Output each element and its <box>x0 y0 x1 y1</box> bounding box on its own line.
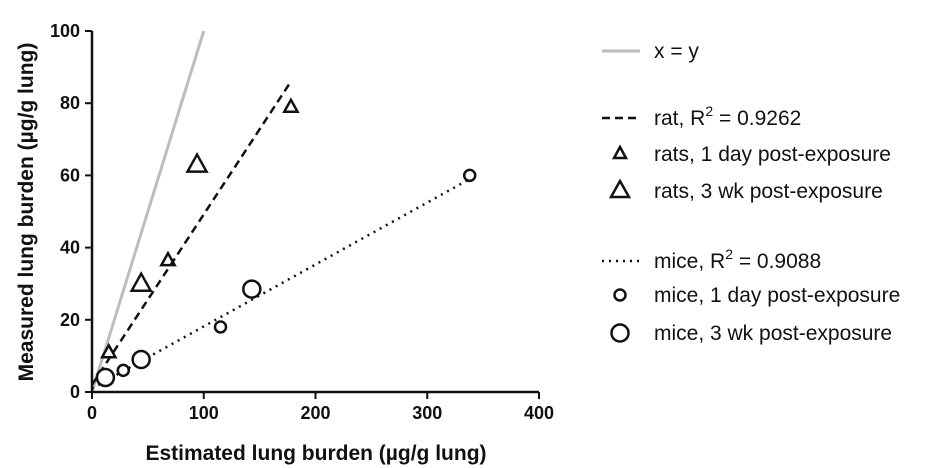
legend-mice-text: mice, R <box>654 250 725 273</box>
series-line-xy <box>90 30 206 393</box>
axes: 0 100 200 300 400 0 20 40 60 80 100 Estimated lun… <box>15 21 554 465</box>
legend-marker-mice-3wk <box>610 323 630 343</box>
data-point-triangle <box>185 152 209 173</box>
plot-area <box>90 30 477 393</box>
x-tick-label: 0 <box>87 403 97 423</box>
data-point-triangle <box>99 342 118 359</box>
y-tick-label: 20 <box>60 310 80 330</box>
x-ticks: 0 100 200 300 400 <box>87 392 554 423</box>
y-tick-label: 40 <box>60 238 80 258</box>
legend-mice-sup: 2 <box>725 246 733 262</box>
data-point-triangle <box>282 97 300 113</box>
data-point-triangle <box>129 271 153 292</box>
legend-rat-sup: 2 <box>705 103 713 119</box>
legend-marker-rats-3wk <box>608 178 632 199</box>
series-line-rat <box>90 80 292 386</box>
series-line-mice <box>91 177 471 390</box>
x-tick-label: 400 <box>524 403 554 423</box>
data-point-circle <box>213 320 228 334</box>
legend-label-xy: x = y <box>654 40 699 63</box>
x-tick-label: 100 <box>189 403 219 423</box>
legend-label-mice-1day: mice, 1 day post-exposure <box>654 284 900 307</box>
data-point-circle <box>131 349 151 370</box>
legend-mice-r2: = 0.9088 <box>733 250 821 273</box>
data-point-circle <box>242 279 262 299</box>
data-point-circle <box>116 363 131 378</box>
legend-rat-text: rat, R <box>654 107 705 130</box>
legend: x = y rat, R2 = 0.9262 rats, 1 day post-… <box>602 40 900 345</box>
y-ticks: 0 20 40 60 80 100 <box>50 21 92 402</box>
x-tick-label: 300 <box>412 403 442 423</box>
legend-rat-r2: = 0.9262 <box>713 107 801 130</box>
legend-label-mice-3wk: mice, 3 wk post-exposure <box>654 322 892 345</box>
x-tick-label: 200 <box>300 403 330 423</box>
legend-label-rats-3wk: rats, 3 wk post-exposure <box>654 180 883 203</box>
data-point-circle <box>95 367 116 388</box>
legend-label-rat: rat, R2 = 0.9262 <box>654 103 801 130</box>
legend-marker-mice-1day <box>613 288 627 302</box>
legend-label-rats-1day: rats, 1 day post-exposure <box>654 143 891 166</box>
y-tick-label: 60 <box>60 165 80 185</box>
legend-label-mice: mice, R2 = 0.9088 <box>654 246 821 273</box>
y-axis-title: Measured lung burden (µg/g lung) <box>15 43 38 382</box>
y-tick-label: 100 <box>50 21 80 41</box>
legend-marker-rats-1day <box>611 144 629 160</box>
data-point-triangle <box>159 250 177 267</box>
y-tick-label: 0 <box>70 382 80 402</box>
data-point-circle <box>462 168 477 183</box>
y-tick-label: 80 <box>60 93 80 113</box>
x-axis-title: Estimated lung burden (µg/g lung) <box>145 442 486 465</box>
